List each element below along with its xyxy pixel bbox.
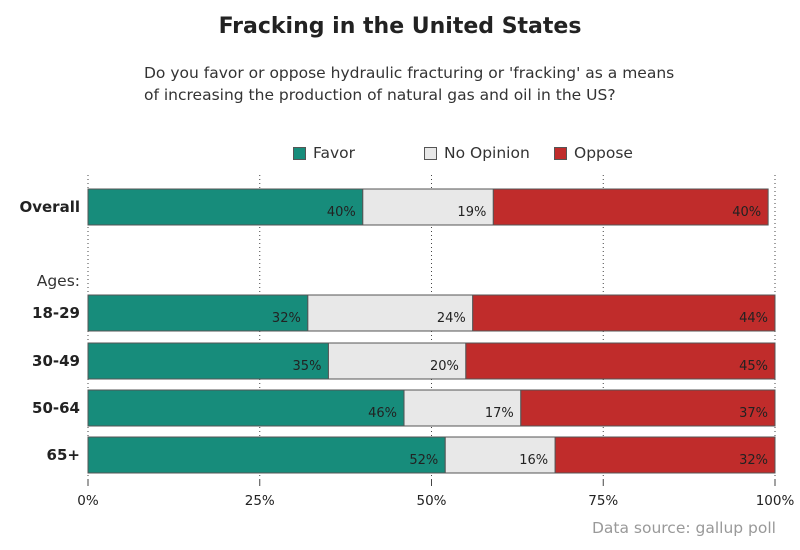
data-label-no-opinion: 16% bbox=[519, 453, 548, 468]
legend-swatch-favor bbox=[293, 146, 306, 160]
bar-segment-oppose bbox=[472, 294, 776, 332]
y-tick-label: 50-64 bbox=[32, 399, 80, 417]
bar-segment-favor bbox=[87, 436, 446, 474]
legend-label-no-opinion: No Opinion bbox=[444, 144, 530, 162]
legend-label-oppose: Oppose bbox=[574, 144, 633, 162]
y-tick-label: 18-29 bbox=[32, 304, 80, 322]
bar-segment-no-opinion bbox=[307, 294, 474, 332]
x-tick-label: 100% bbox=[756, 493, 795, 509]
y-tick-label: Overall bbox=[19, 198, 80, 216]
chart-subtitle-line-2: of increasing the production of natural … bbox=[144, 86, 616, 104]
bar-segment-oppose bbox=[554, 436, 776, 474]
legend-label-favor: Favor bbox=[313, 144, 356, 162]
data-label-favor: 35% bbox=[293, 359, 322, 374]
data-label-no-opinion: 24% bbox=[437, 311, 466, 326]
group-label-ages: Ages: bbox=[37, 272, 80, 290]
data-label-oppose: 32% bbox=[739, 453, 768, 468]
chart-subtitle-line-1: Do you favor or oppose hydraulic fractur… bbox=[144, 64, 675, 82]
data-label-no-opinion: 17% bbox=[485, 406, 514, 421]
legend-item-oppose: Oppose bbox=[554, 144, 633, 162]
x-tick-label: 75% bbox=[588, 493, 618, 509]
bar-segment-favor bbox=[87, 389, 405, 427]
data-label-favor: 40% bbox=[327, 205, 356, 220]
bar-segment-oppose bbox=[492, 188, 769, 226]
data-label-favor: 52% bbox=[409, 453, 438, 468]
data-label-no-opinion: 19% bbox=[457, 205, 486, 220]
data-label-oppose: 37% bbox=[739, 406, 768, 421]
x-tick-label: 25% bbox=[245, 493, 275, 509]
bar-segment-no-opinion bbox=[327, 342, 467, 380]
bar-segment-no-opinion bbox=[444, 436, 556, 474]
x-tick-label: 0% bbox=[77, 493, 99, 509]
x-tick-label: 50% bbox=[416, 493, 446, 509]
data-label-favor: 46% bbox=[368, 406, 397, 421]
bar-segment-oppose bbox=[465, 342, 776, 380]
data-label-oppose: 45% bbox=[739, 359, 768, 374]
legend-item-no-opinion: No Opinion bbox=[424, 144, 530, 162]
chart-title: Fracking in the United States bbox=[218, 14, 582, 39]
bar-segment-favor bbox=[87, 188, 364, 226]
legend-swatch-no-opinion bbox=[424, 146, 437, 160]
data-label-oppose: 44% bbox=[739, 311, 768, 326]
data-label-no-opinion: 20% bbox=[430, 359, 459, 374]
y-tick-label: 65+ bbox=[47, 446, 80, 464]
y-tick-label: 30-49 bbox=[32, 352, 80, 370]
legend-item-favor: Favor bbox=[293, 144, 355, 162]
data-label-oppose: 40% bbox=[732, 205, 761, 220]
bar-segment-oppose bbox=[520, 389, 776, 427]
bar-segment-favor bbox=[87, 342, 329, 380]
data-source-note: Data source: gallup poll bbox=[591, 519, 776, 537]
data-label-favor: 32% bbox=[272, 311, 301, 326]
legend-swatch-oppose bbox=[554, 146, 567, 160]
